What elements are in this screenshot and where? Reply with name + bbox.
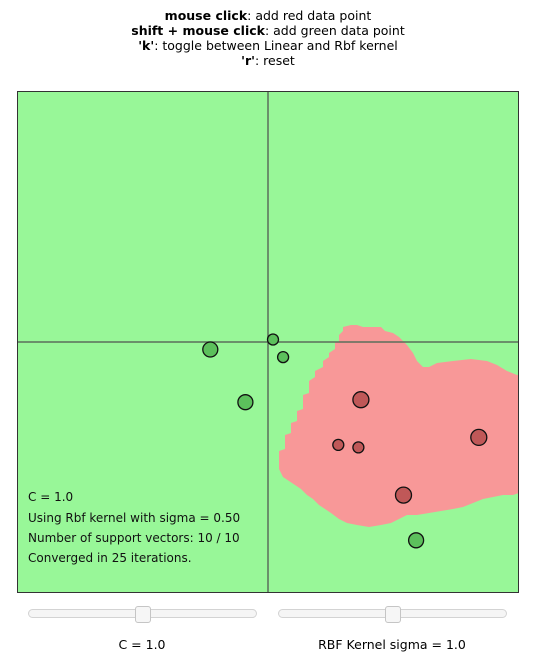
data-points bbox=[202, 333, 488, 549]
c-slider[interactable] bbox=[28, 606, 257, 623]
c-slider-thumb[interactable] bbox=[134, 606, 151, 623]
red-data-point bbox=[470, 428, 488, 447]
instruction-line: 'k': toggle between Linear and Rbf kerne… bbox=[0, 38, 536, 53]
green-data-point bbox=[237, 394, 254, 411]
instruction-text: : toggle between Linear and Rbf kernel bbox=[154, 38, 398, 53]
plot-border bbox=[17, 91, 519, 593]
info-kernel: Using Rbf kernel with sigma = 0.50 bbox=[28, 511, 240, 525]
instruction-key: 'k' bbox=[138, 38, 155, 53]
green-data-point bbox=[266, 333, 280, 346]
instruction-line: 'r': reset bbox=[0, 53, 536, 68]
instruction-line: mouse click: add red data point bbox=[0, 8, 536, 23]
red-data-point bbox=[394, 486, 413, 504]
sigma-slider-label: RBF Kernel sigma = 1.0 bbox=[318, 637, 466, 652]
svm-plot[interactable]: C = 1.0 Using Rbf kernel with sigma = 0.… bbox=[17, 91, 519, 593]
red-data-point bbox=[352, 441, 365, 454]
green-data-point bbox=[202, 341, 219, 358]
info-text: C = 1.0 Using Rbf kernel with sigma = 0.… bbox=[28, 490, 240, 565]
c-slider-label: C = 1.0 bbox=[118, 637, 166, 652]
instruction-key: mouse click bbox=[164, 8, 248, 23]
sigma-slider-thumb[interactable] bbox=[384, 606, 401, 623]
instruction-key: 'r' bbox=[241, 53, 255, 68]
instruction-text: : add red data point bbox=[247, 8, 372, 23]
info-iterations: Converged in 25 iterations. bbox=[28, 551, 192, 565]
instructions: mouse click: add red data point shift + … bbox=[0, 8, 536, 68]
instruction-line: shift + mouse click: add green data poin… bbox=[0, 23, 536, 38]
sigma-slider[interactable] bbox=[278, 606, 507, 623]
red-data-point bbox=[352, 391, 370, 409]
info-support-vectors: Number of support vectors: 10 / 10 bbox=[28, 531, 240, 545]
instruction-text: : add green data point bbox=[264, 23, 405, 38]
instruction-key: shift + mouse click bbox=[131, 23, 265, 38]
red-data-point bbox=[332, 438, 345, 452]
green-data-point bbox=[276, 350, 290, 364]
instruction-text: : reset bbox=[254, 53, 295, 68]
green-data-point bbox=[407, 532, 425, 549]
info-c-value: C = 1.0 bbox=[28, 490, 73, 504]
svm-canvas[interactable]: C = 1.0 Using Rbf kernel with sigma = 0.… bbox=[17, 91, 519, 593]
red-decision-region bbox=[279, 325, 519, 527]
